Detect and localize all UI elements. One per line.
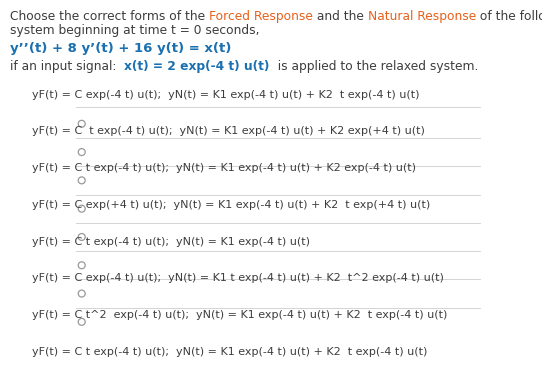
Text: yF(t) = C t exp(-4 t) u(t);  yN(t) = K1 exp(-4 t) u(t) + K2 exp(-4 t) u(t): yF(t) = C t exp(-4 t) u(t); yN(t) = K1 e… bbox=[32, 163, 416, 173]
Text: Choose the correct forms of the: Choose the correct forms of the bbox=[10, 10, 209, 23]
Text: yF(t) = C t exp(-4 t) u(t);  yN(t) = K1 exp(-4 t) u(t): yF(t) = C t exp(-4 t) u(t); yN(t) = K1 e… bbox=[32, 237, 310, 247]
Text: yF(t) = C exp(-4 t) u(t);  yN(t) = K1 t exp(-4 t) u(t) + K2  t^2 exp(-4 t) u(t): yF(t) = C exp(-4 t) u(t); yN(t) = K1 t e… bbox=[32, 273, 444, 283]
Text: if an input signal:: if an input signal: bbox=[10, 60, 124, 73]
Text: x(t) = 2 exp(-4 t) u(t): x(t) = 2 exp(-4 t) u(t) bbox=[124, 60, 269, 73]
Text: yF(t) = C exp(+4 t) u(t);  yN(t) = K1 exp(-4 t) u(t) + K2  t exp(+4 t) u(t): yF(t) = C exp(+4 t) u(t); yN(t) = K1 exp… bbox=[32, 200, 430, 210]
Text: is applied to the relaxed system.: is applied to the relaxed system. bbox=[269, 60, 478, 73]
Text: yF(t) = C  t exp(-4 t) u(t);  yN(t) = K1 exp(-4 t) u(t) + K2 exp(+4 t) u(t): yF(t) = C t exp(-4 t) u(t); yN(t) = K1 e… bbox=[32, 126, 425, 136]
Text: yF(t) = C t^2  exp(-4 t) u(t);  yN(t) = K1 exp(-4 t) u(t) + K2  t exp(-4 t) u(t): yF(t) = C t^2 exp(-4 t) u(t); yN(t) = K1… bbox=[32, 310, 447, 320]
Text: yF(t) = C t exp(-4 t) u(t);  yN(t) = K1 exp(-4 t) u(t) + K2  t exp(-4 t) u(t): yF(t) = C t exp(-4 t) u(t); yN(t) = K1 e… bbox=[32, 347, 428, 357]
Text: y’’(t) + 8 y’(t) + 16 y(t) = x(t): y’’(t) + 8 y’(t) + 16 y(t) = x(t) bbox=[10, 42, 231, 55]
Text: Natural Response: Natural Response bbox=[367, 10, 476, 23]
Text: yF(t) = C exp(-4 t) u(t);  yN(t) = K1 exp(-4 t) u(t) + K2  t exp(-4 t) u(t): yF(t) = C exp(-4 t) u(t); yN(t) = K1 exp… bbox=[32, 90, 420, 99]
Text: and the: and the bbox=[313, 10, 367, 23]
Text: Forced Response: Forced Response bbox=[209, 10, 313, 23]
Text: system beginning at time t = 0 seconds,: system beginning at time t = 0 seconds, bbox=[10, 24, 260, 37]
Text: of the following: of the following bbox=[476, 10, 542, 23]
